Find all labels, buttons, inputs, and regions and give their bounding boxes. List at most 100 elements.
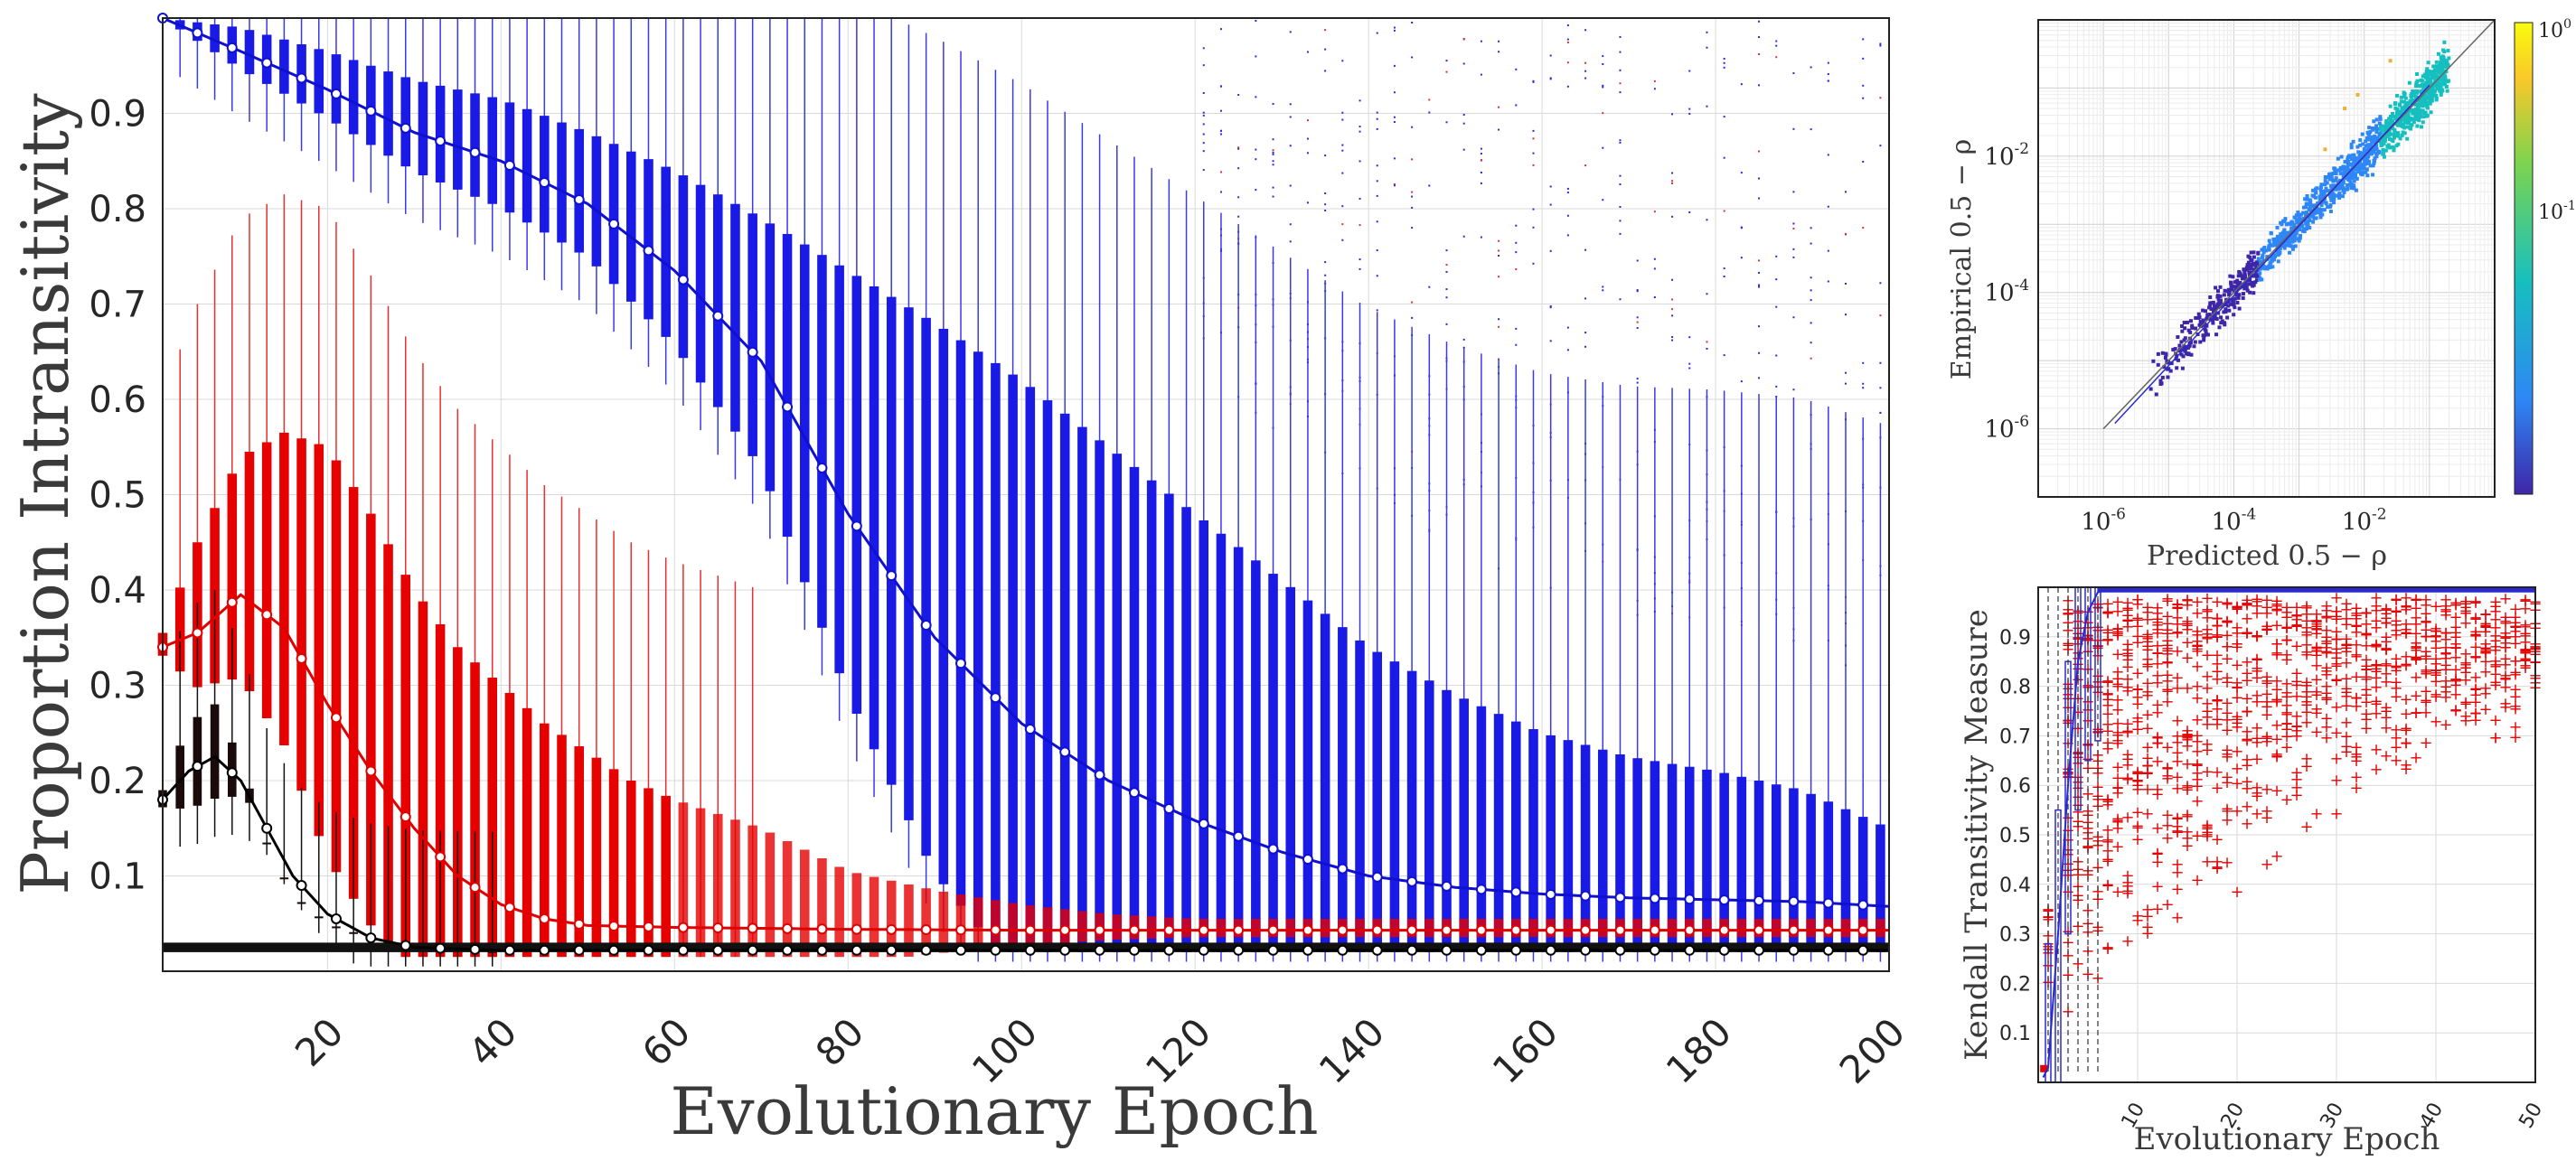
scatter-reference-line [2102,19,2496,430]
scatter-point [2233,280,2237,285]
median-marker [1302,924,1313,936]
outlier-dot [1341,239,1344,241]
outlier-dot [1480,40,1482,42]
scatter-point [2329,174,2334,179]
scatter-point [2211,321,2215,325]
outlier-dot [1653,88,1656,90]
outlier-plus: + [2130,830,2144,849]
outlier-plus: + [2130,772,2144,791]
outlier-plus: + [2130,688,2144,707]
outlier-dot [1255,148,1257,151]
scatter-point [2438,69,2442,73]
scatter-point [2388,104,2393,108]
box-red [314,444,324,837]
scatter-point [2351,173,2355,178]
outlier-plus: + [2180,823,2194,842]
median-marker [677,922,689,933]
scatter-point [2350,175,2355,180]
outlier-plus: + [2101,939,2114,958]
outlier-plus: + [2150,819,2164,838]
scatter-point [2192,344,2196,349]
outlier-plus: + [2140,625,2154,644]
scatter-point [2375,126,2380,131]
outlier-plus: + [2111,819,2124,838]
median-marker [503,159,515,171]
outlier-dot [1341,111,1344,114]
scatter-point [2261,250,2266,255]
outlier-plus: + [2190,658,2204,677]
box-blue [626,151,636,302]
scatter-point [2271,239,2276,244]
main-boxes [157,18,1889,967]
outlier-plus: + [2140,764,2154,783]
outlier-plus: + [2061,947,2074,966]
outlier-dot [1498,325,1500,328]
colorbar-tick: 10-1 [2538,199,2576,224]
outlier-plus: + [2081,866,2094,885]
outlier-plus: + [2111,883,2124,902]
kendall-y-tick: 0.6 [1999,775,2031,798]
scatter-point [2183,326,2187,331]
box-black [262,842,271,845]
box-blue [991,362,1001,949]
outlier-plus: + [2160,653,2174,672]
box-blue [765,223,776,491]
median-marker [1198,944,1209,956]
scatter-point [2201,308,2205,313]
scatter-point [2289,229,2293,234]
box-blue [1025,387,1036,952]
outlier-dot [1306,201,1309,204]
box-blue [470,93,480,197]
outlier-plus: + [2071,803,2084,822]
scatter-point [2348,180,2353,184]
scatter-point [2334,176,2338,181]
scatter-point [2304,221,2308,226]
outlier-dot [1879,44,1882,47]
box-red [435,623,446,958]
scatter-x-tick: 10-2 [2342,504,2387,536]
scatter-point [2446,49,2450,53]
outlier-plus: + [2150,613,2164,632]
scatter-point [2349,186,2354,191]
outlier-plus: + [2150,616,2164,635]
outlier-plus: + [2150,853,2164,872]
outlier-plus: + [2081,711,2094,730]
scatter-point [2186,351,2191,356]
outlier-plus: + [2170,810,2184,828]
scatter-point [2425,73,2430,78]
scatter-point [2317,207,2322,211]
scatter-point [2438,85,2442,89]
median-marker [955,944,967,956]
outlier-plus: + [2160,624,2174,643]
scatter-point [2397,120,2402,125]
scatter-point [2218,294,2223,298]
scatter-point [2369,152,2374,156]
scatter-point [2421,115,2426,119]
scatter-point [2341,173,2346,178]
outlier-dot [1671,278,1674,281]
scatter-point [2183,336,2187,341]
outlier-plus: + [2061,711,2074,730]
scatter-point [2278,234,2282,239]
box-blue [1268,574,1278,952]
outlier-plus: + [2120,612,2134,631]
outlier-plus: + [2200,602,2214,621]
scatter-point [2323,189,2327,193]
box-red [886,880,897,958]
scatter-point [2226,297,2231,302]
scatter-point [2328,172,2333,176]
box-blue [973,351,983,928]
outlier-plus: + [2160,645,2174,664]
outlier-dot [1602,55,1604,58]
scatter-point [2358,165,2363,170]
outlier-plus: + [2220,612,2233,631]
scatter-point [2374,129,2379,134]
scatter-point [2441,55,2446,60]
scatter-point [2298,236,2302,240]
outlier-dot [1584,297,1587,300]
kendall-x-tick: 50 [2515,1100,2548,1133]
scatter-point [2440,88,2444,92]
scatter-point [2433,64,2438,69]
outlier-dot [1602,289,1604,292]
scatter-point [2374,146,2378,151]
